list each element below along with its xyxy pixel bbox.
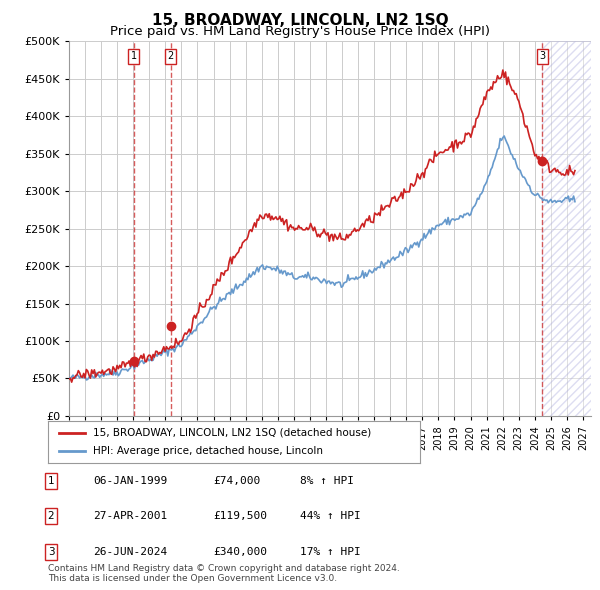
Text: 15, BROADWAY, LINCOLN, LN2 1SQ: 15, BROADWAY, LINCOLN, LN2 1SQ: [152, 13, 448, 28]
Text: £74,000: £74,000: [213, 476, 260, 486]
Text: 06-JAN-1999: 06-JAN-1999: [93, 476, 167, 486]
Text: £119,500: £119,500: [213, 512, 267, 521]
Text: 8% ↑ HPI: 8% ↑ HPI: [300, 476, 354, 486]
Text: Contains HM Land Registry data © Crown copyright and database right 2024.
This d: Contains HM Land Registry data © Crown c…: [48, 563, 400, 583]
Text: 44% ↑ HPI: 44% ↑ HPI: [300, 512, 361, 521]
Text: 1: 1: [131, 51, 137, 61]
Text: 2: 2: [167, 51, 173, 61]
Text: 17% ↑ HPI: 17% ↑ HPI: [300, 547, 361, 556]
Text: 3: 3: [539, 51, 545, 61]
Text: Price paid vs. HM Land Registry's House Price Index (HPI): Price paid vs. HM Land Registry's House …: [110, 25, 490, 38]
Text: 26-JUN-2024: 26-JUN-2024: [93, 547, 167, 556]
Text: 1: 1: [47, 476, 55, 486]
Text: £340,000: £340,000: [213, 547, 267, 556]
Text: 2: 2: [47, 512, 55, 521]
Text: 15, BROADWAY, LINCOLN, LN2 1SQ (detached house): 15, BROADWAY, LINCOLN, LN2 1SQ (detached…: [92, 428, 371, 438]
Text: HPI: Average price, detached house, Lincoln: HPI: Average price, detached house, Linc…: [92, 446, 323, 456]
Text: 3: 3: [47, 547, 55, 556]
Text: 27-APR-2001: 27-APR-2001: [93, 512, 167, 521]
